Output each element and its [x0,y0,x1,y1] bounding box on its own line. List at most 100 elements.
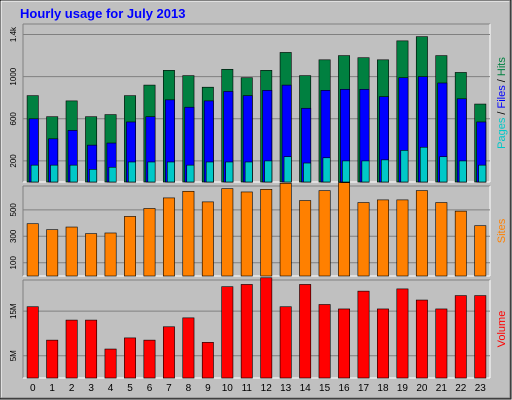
x-tick-label: 7 [166,383,172,394]
panel-label-part: Volume [496,311,508,348]
bar-sites-4 [104,232,117,277]
y-tick-label: 1000 [9,67,18,85]
bar-pages-7 [166,161,175,183]
bar-pages-6 [147,161,156,183]
bar-pages-19 [400,150,409,183]
bar-volume-16 [338,308,351,379]
x-axis: 0 1 2 3 4 5 6 7 8 9 10 11 12 13 14 15 16 17 18 19 20 21 22 23 [30,383,486,394]
panel-label-volume: Volume [496,311,508,348]
bar-sites-5 [124,216,136,277]
bar-sites-19 [396,199,409,277]
x-tick-label: 8 [186,383,192,394]
bar-sites-16 [338,182,351,277]
bar-volume-20 [415,299,428,379]
y-tick-label: 100 [9,256,18,270]
bar-pages-13 [283,156,292,183]
x-tick-label: 15 [319,383,331,394]
bar-volume-23 [474,295,487,379]
y-tick-label: 15M [9,303,18,319]
x-tick-label: 17 [358,383,370,394]
y-tick-label: 1.4k [9,26,18,42]
bar-sites-14 [299,200,312,277]
panel-hits: 200 600 1000 1.4k Pages / Files / Hits [9,23,508,183]
bar-pages-4 [108,166,117,183]
bar-volume-1 [46,339,59,379]
bar-volume-13 [279,306,292,379]
bar-pages-0 [30,164,39,183]
x-tick-label: 10 [222,383,234,394]
bar-volume-3 [85,319,98,379]
bar-volume-2 [65,319,78,379]
bar-pages-21 [439,156,448,183]
bar-pages-3 [89,169,98,183]
bar-pages-2 [69,164,78,183]
bar-pages-11 [244,161,253,183]
panel-volume: 5M 15M Volume [9,277,508,379]
x-tick-label: 9 [205,383,211,394]
panel-label-part: / [496,76,508,85]
x-tick-label: 0 [30,383,36,394]
y-tick-label: 200 [9,154,18,168]
x-tick-label: 11 [242,383,253,394]
x-tick-label: 3 [88,383,94,394]
x-tick-label: 2 [69,383,75,394]
panel-label-hits: Pages / Files / Hits [496,57,508,149]
bar-volume-18 [377,308,389,379]
panel-label-part: Files [496,85,508,109]
y-tick-label: 300 [9,229,18,243]
bar-volume-15 [318,304,331,379]
x-tick-label: 5 [127,383,133,394]
bar-sites-8 [182,190,195,277]
bar-volume-12 [260,277,273,379]
x-tick-label: 4 [108,383,114,394]
bar-sites-23 [474,225,487,277]
bar-volume-19 [396,288,409,379]
bar-pages-17 [361,160,370,183]
bar-pages-23 [478,164,487,183]
bar-sites-15 [318,190,331,277]
bar-volume-7 [162,326,175,379]
x-tick-label: 12 [261,383,273,394]
bar-pages-9 [205,161,214,183]
bar-sites-7 [162,197,175,277]
x-tick-label: 20 [416,383,428,394]
x-tick-label: 22 [455,383,467,394]
bar-sites-22 [454,210,467,277]
bar-volume-9 [201,342,214,379]
bar-volume-4 [104,348,117,379]
panel-label-sites: Sites [496,218,508,243]
bar-sites-3 [85,233,98,277]
bar-volume-10 [221,286,234,379]
bar-volume-6 [143,339,156,379]
bar-sites-21 [435,202,448,277]
x-tick-label: 14 [300,383,312,394]
bar-sites-6 [143,208,156,277]
bar-pages-5 [128,161,136,183]
bar-sites-2 [65,226,78,277]
bar-pages-10 [225,161,234,183]
bar-pages-22 [458,160,467,183]
bar-volume-22 [454,295,467,379]
x-tick-label: 21 [436,383,448,394]
panel-label-part: / [496,108,508,117]
y-tick-label: 600 [9,112,18,126]
bar-pages-16 [342,160,351,183]
x-tick-label: 18 [377,383,389,394]
bar-volume-14 [299,284,312,379]
panel-background [23,186,490,276]
chart-title: Hourly usage for July 2013 [20,6,185,21]
bar-volume-8 [182,317,195,379]
x-tick-label: 6 [147,383,153,394]
bar-sites-20 [415,190,428,277]
panel-label-part: Pages [496,117,508,149]
panel-background [23,24,490,182]
bar-sites-1 [46,229,59,277]
panel-label-part: Sites [496,218,508,243]
x-tick-label: 16 [339,383,351,394]
bar-sites-0 [26,223,39,277]
bar-volume-21 [435,308,448,379]
bar-volume-0 [26,306,39,379]
panel-sites: 100 300 500 Sites [9,182,508,277]
x-tick-label: 19 [397,383,409,394]
chart-panels: 200 600 1000 1.4k Pages / Files / Hits 100 300… [9,23,508,379]
